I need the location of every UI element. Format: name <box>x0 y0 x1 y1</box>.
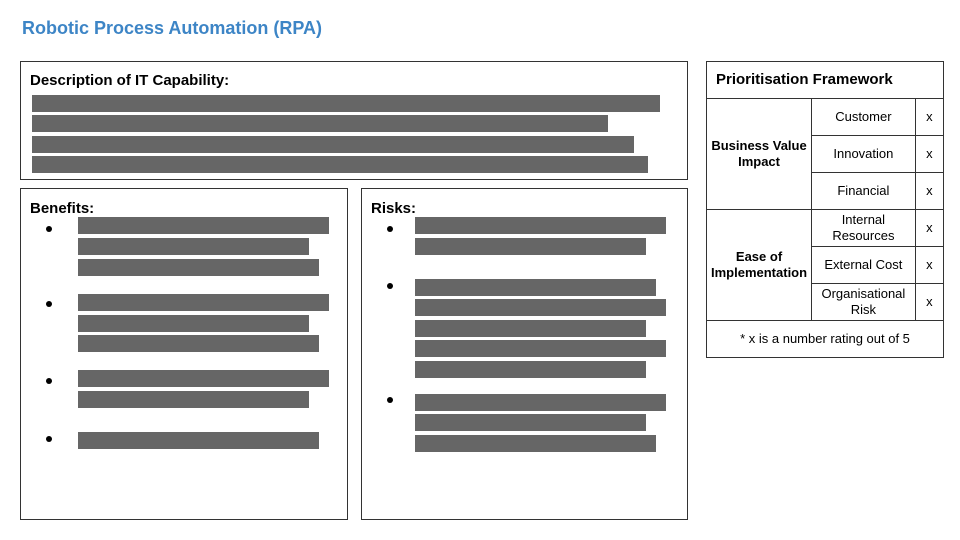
redacted-text-bar <box>78 259 319 276</box>
redacted-text-bar <box>78 335 319 352</box>
description-panel: Description of IT Capability: <box>20 61 688 180</box>
benefits-panel: Benefits: <box>20 188 348 520</box>
bullet-point <box>387 283 393 289</box>
description-heading: Description of IT Capability: <box>30 72 230 89</box>
redacted-text-bar <box>78 432 319 449</box>
redacted-text-bar <box>78 315 309 332</box>
prioritisation-framework-table: Prioritisation Framework Business Value … <box>705 61 945 358</box>
redacted-text-bar <box>415 394 666 411</box>
bullet-point <box>46 378 52 384</box>
redacted-text-bar <box>32 115 608 132</box>
redacted-text-bar <box>78 238 309 255</box>
risks-panel: Risks: <box>361 188 688 520</box>
redacted-text-bar <box>415 414 646 431</box>
redacted-text-bar <box>415 320 646 337</box>
rating-footnote: * x is a number rating out of 5 <box>706 320 944 358</box>
framework-heading: Prioritisation Framework <box>706 61 944 99</box>
rating-customer: x <box>914 98 945 136</box>
redacted-text-bar <box>415 435 656 452</box>
bullet-point <box>387 397 393 403</box>
rating-innovation: x <box>914 135 945 173</box>
risks-heading: Risks: <box>371 200 417 217</box>
group-label-business-value: Business Value Impact <box>705 98 813 210</box>
rating-external-cost: x <box>914 246 945 284</box>
bullet-point <box>46 436 52 442</box>
criterion-innovation: Innovation <box>811 135 916 173</box>
redacted-text-bar <box>415 279 656 296</box>
criterion-organisational-risk: Organisational Risk <box>811 283 916 321</box>
redacted-text-bar <box>415 361 646 378</box>
bullet-point <box>46 226 52 232</box>
redacted-text-bar <box>415 217 666 234</box>
redacted-text-bar <box>78 391 309 408</box>
redacted-text-bar <box>32 156 648 173</box>
redacted-text-bar <box>415 238 646 255</box>
group-label-ease-of-implementation: Ease of Implementation <box>705 209 813 321</box>
criterion-customer: Customer <box>811 98 916 136</box>
redacted-text-bar <box>78 370 329 387</box>
bullet-point <box>46 301 52 307</box>
criterion-financial: Financial <box>811 172 916 210</box>
redacted-text-bar <box>415 340 666 357</box>
benefits-heading: Benefits: <box>30 200 95 217</box>
criterion-external-cost: External Cost <box>811 246 916 284</box>
page-title: Robotic Process Automation (RPA) <box>22 18 323 38</box>
rating-internal-resources: x <box>914 209 945 247</box>
rating-financial: x <box>914 172 945 210</box>
criterion-internal-resources: Internal Resources <box>811 209 916 247</box>
rating-organisational-risk: x <box>914 283 945 321</box>
bullet-point <box>387 226 393 232</box>
redacted-text-bar <box>32 95 660 112</box>
redacted-text-bar <box>415 299 666 316</box>
redacted-text-bar <box>32 136 634 153</box>
redacted-text-bar <box>78 217 329 234</box>
redacted-text-bar <box>78 294 329 311</box>
